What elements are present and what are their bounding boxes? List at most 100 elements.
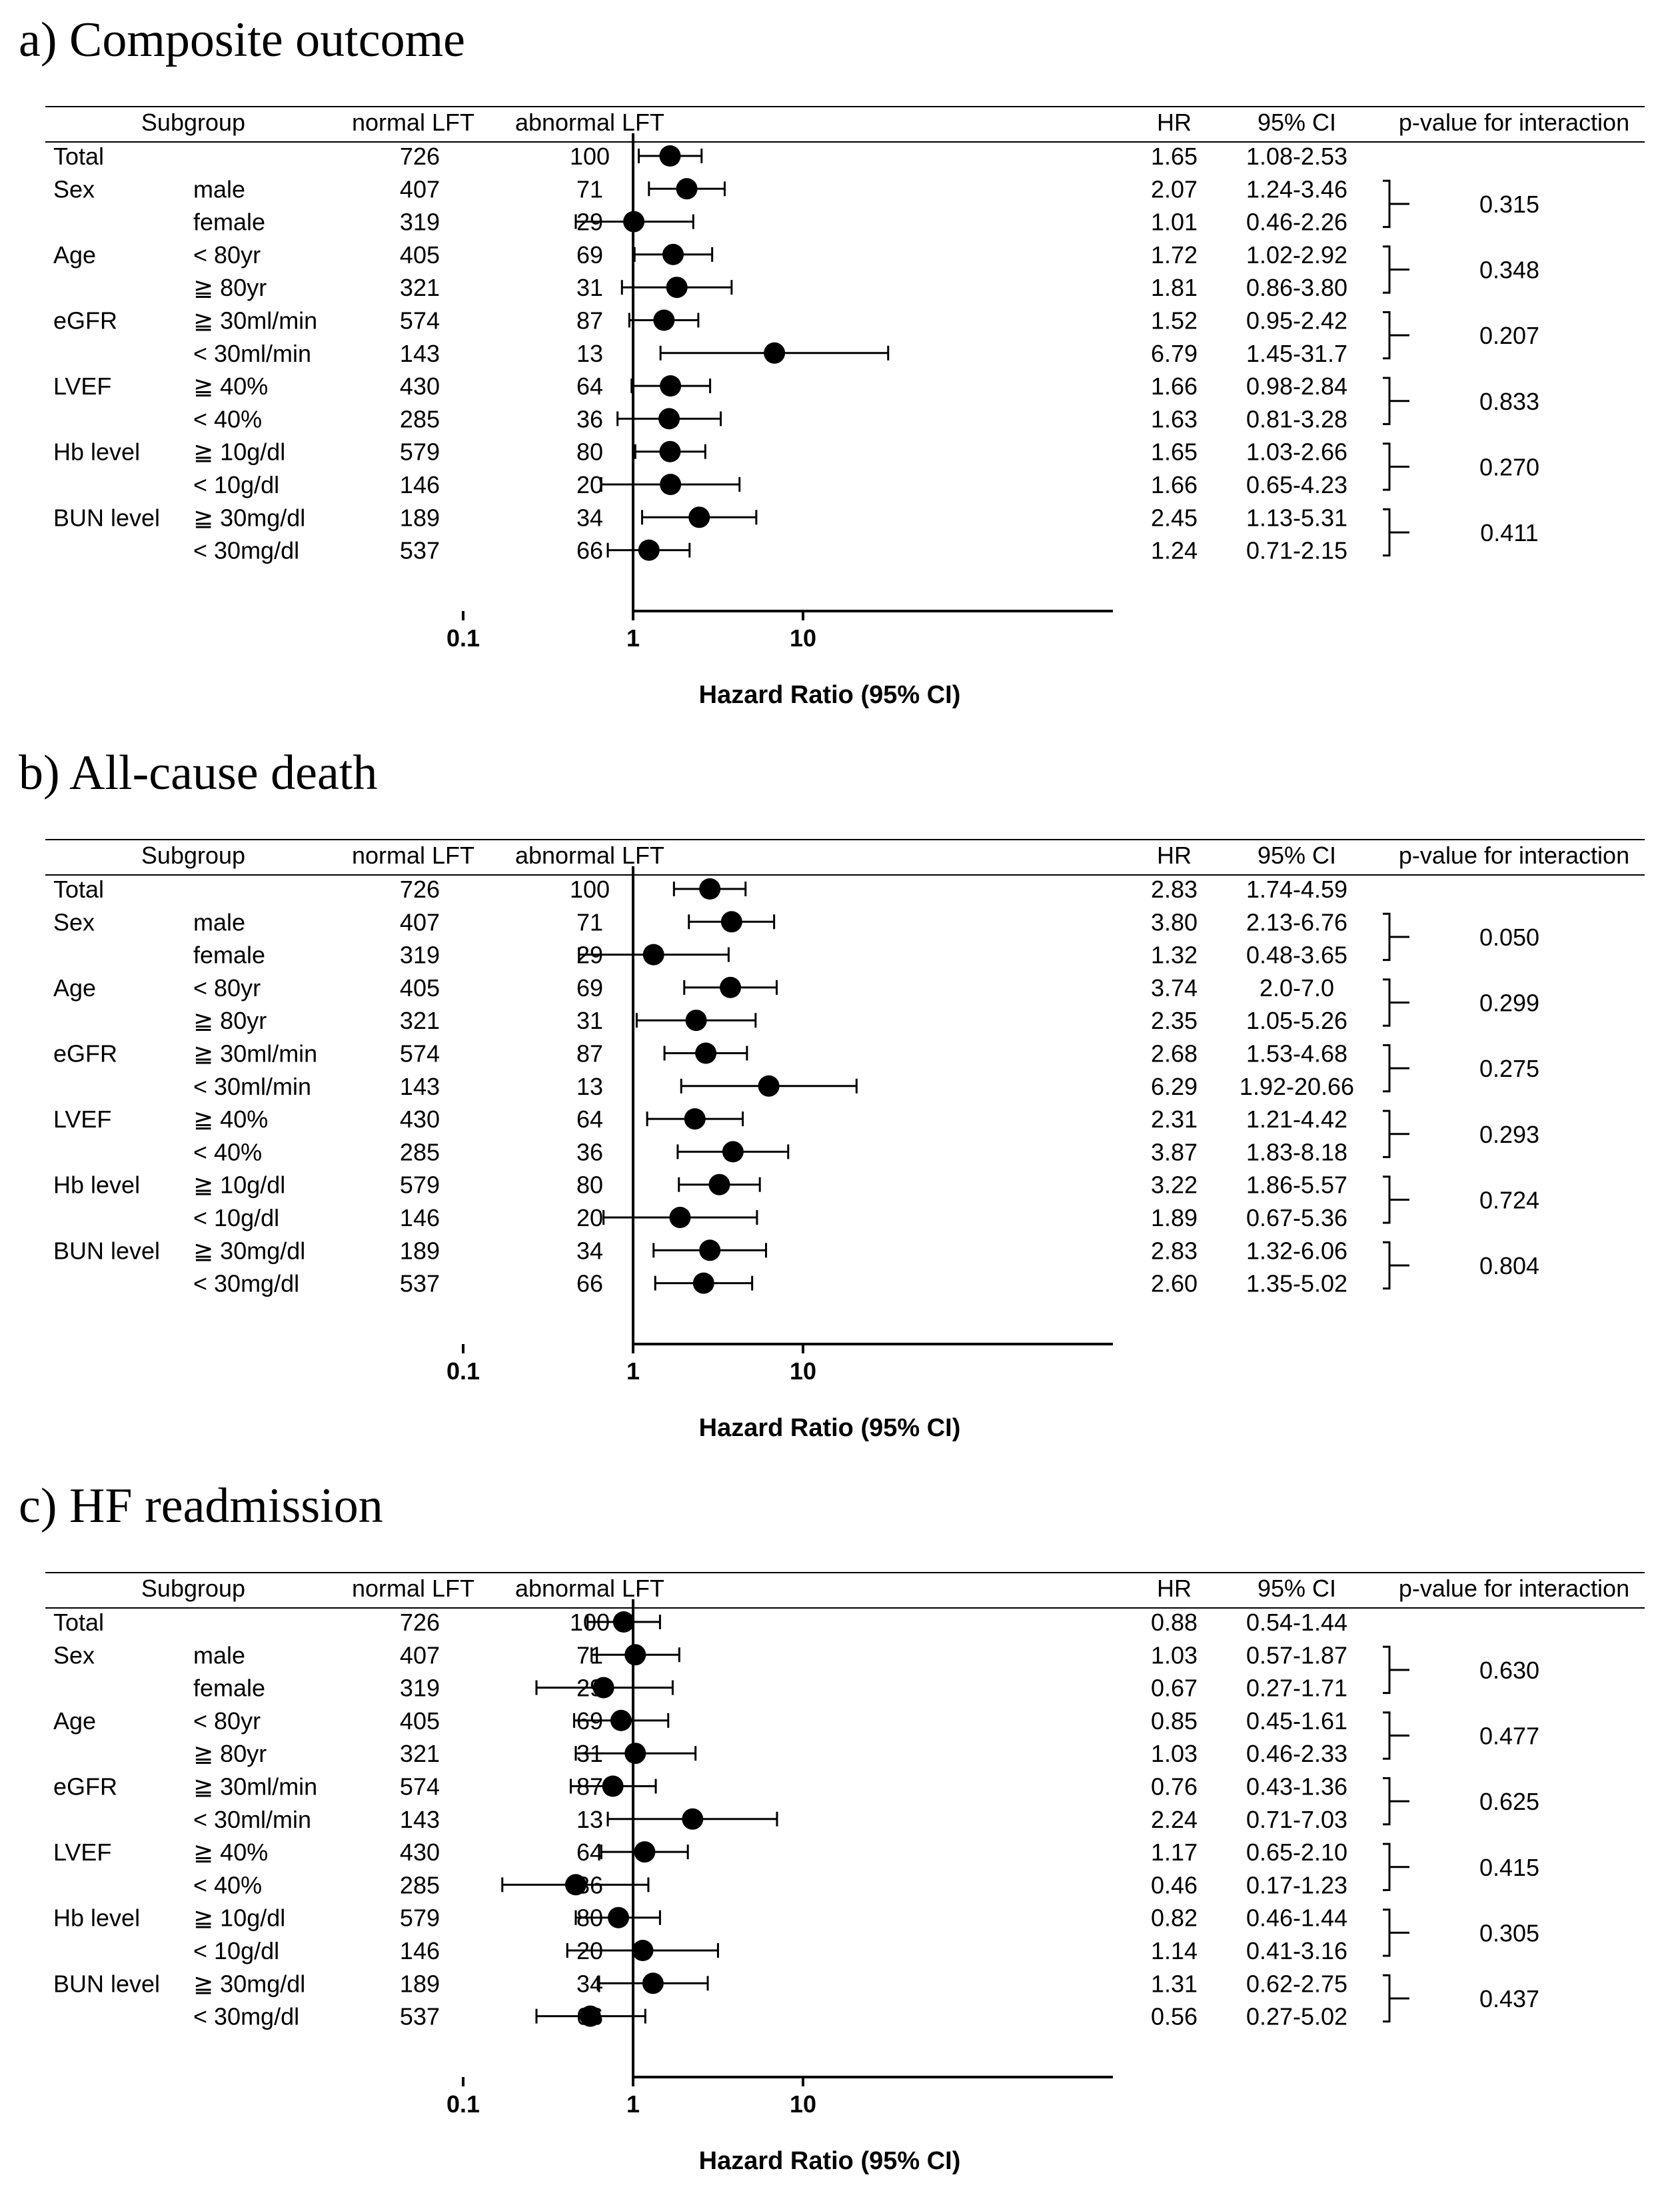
row-hr-value: 1.03: [1151, 1740, 1198, 1767]
hr-point-marker: [720, 911, 742, 933]
row-group-label: eGFR: [53, 1040, 117, 1068]
hr-point-marker: [722, 1141, 744, 1163]
interaction-bracket: [1383, 978, 1409, 1027]
row-abnormal-lft-count: 100: [570, 876, 610, 903]
panel-title: a) Composite outcome: [19, 13, 465, 67]
row-subgroup-label: female: [193, 942, 265, 969]
forest-plot-svg: Subgroup normal LFT abnormal LFT HR 95% CI p-…: [45, 106, 1645, 709]
hr-point-marker: [624, 1644, 646, 1666]
hr-point-marker: [699, 878, 721, 900]
row-subgroup-label: ≧ 10g/dl: [193, 1904, 285, 1932]
row-subgroup-label: ≧ 30ml/min: [193, 307, 317, 335]
row-normal-lft-count: 574: [400, 307, 440, 335]
row-subgroup-label: < 40%: [193, 1871, 262, 1898]
row-group-label: Sex: [53, 908, 95, 936]
row-subgroup-label: < 80yr: [193, 974, 261, 1002]
row-subgroup-label: ≧ 10g/dl: [193, 1171, 285, 1199]
row-group-label: eGFR: [53, 307, 117, 335]
row-subgroup-label: < 80yr: [193, 1707, 261, 1735]
row-hr-value: 6.79: [1151, 340, 1198, 367]
row-ci-value: 0.46-2.33: [1246, 1740, 1347, 1767]
row-group-label: Sex: [53, 1641, 95, 1669]
row-group-label: BUN level: [53, 1970, 160, 1997]
hr-point-marker: [684, 1108, 706, 1130]
row-abnormal-lft-count: 31: [576, 274, 603, 301]
row-ci-value: 0.65-4.23: [1246, 471, 1347, 498]
row-abnormal-lft-count: 13: [576, 340, 603, 367]
interaction-p-value: 0.348: [1479, 257, 1539, 284]
hr-point-marker: [638, 539, 660, 561]
row-group-label: LVEF: [53, 1839, 111, 1866]
column-header-subgroup: Subgroup: [141, 842, 245, 869]
interaction-bracket: [1383, 1842, 1409, 1891]
row-group-label: Age: [53, 1707, 96, 1735]
row-normal-lft-count: 146: [400, 1937, 440, 1964]
row-hr-value: 2.07: [1151, 175, 1198, 203]
x-tick-label: 0.1: [446, 2090, 480, 2118]
row-group-label: Hb level: [53, 438, 140, 466]
row-normal-lft-count: 726: [400, 143, 440, 170]
interaction-bracket: [1383, 508, 1409, 557]
hr-point-marker: [612, 1611, 634, 1633]
hr-point-marker: [695, 1042, 717, 1064]
row-subgroup-label: female: [193, 209, 265, 236]
row-ci-value: 0.86-3.80: [1246, 274, 1347, 301]
x-tick-label: 10: [790, 1357, 816, 1385]
row-abnormal-lft-count: 66: [576, 1270, 603, 1297]
row-ci-value: 0.43-1.36: [1246, 1773, 1347, 1801]
row-ci-value: 2.0-7.0: [1260, 974, 1334, 1002]
row-subgroup-label: < 80yr: [193, 241, 261, 269]
forest-panel-composite-outcome: a) Composite outcome Subgroup normal LFT a…: [0, 0, 1680, 733]
interaction-p-value: 0.275: [1479, 1055, 1539, 1082]
row-subgroup-label: ≧ 40%: [193, 1106, 268, 1133]
row-hr-value: 0.88: [1151, 1609, 1198, 1636]
hr-point-marker: [669, 1207, 691, 1228]
row-group-label: BUN level: [53, 1237, 160, 1264]
hr-point-marker: [688, 506, 710, 528]
row-ci-value: 0.54-1.44: [1246, 1609, 1347, 1636]
x-tick-label: 1: [626, 1357, 640, 1385]
row-subgroup-label: < 30ml/min: [193, 340, 311, 367]
hr-point-marker: [632, 1940, 654, 1961]
row-abnormal-lft-count: 69: [576, 974, 603, 1002]
row-hr-value: 1.81: [1151, 274, 1198, 301]
hr-point-marker: [662, 243, 684, 265]
row-abnormal-lft-count: 36: [576, 1138, 603, 1165]
column-header-abnormal-lft: abnormal LFT: [515, 109, 664, 136]
row-hr-value: 2.83: [1151, 876, 1198, 903]
row-ci-value: 0.46-1.44: [1246, 1904, 1347, 1932]
hr-point-marker: [764, 342, 786, 364]
row-subgroup-label: < 30ml/min: [193, 1806, 311, 1833]
row-normal-lft-count: 537: [400, 2003, 440, 2030]
row-hr-value: 1.89: [1151, 1204, 1198, 1231]
row-subgroup-label: ≧ 10g/dl: [193, 438, 285, 466]
panel-title: c) HF readmission: [19, 1479, 383, 1533]
interaction-bracket: [1383, 912, 1409, 962]
interaction-bracket: [1383, 1109, 1409, 1158]
row-normal-lft-count: 146: [400, 1204, 440, 1231]
row-ci-value: 1.24-3.46: [1246, 175, 1347, 203]
column-header-95ci: 95% CI: [1258, 109, 1336, 136]
row-normal-lft-count: 285: [400, 1138, 440, 1165]
interaction-p-value: 0.804: [1479, 1252, 1539, 1279]
row-normal-lft-count: 430: [400, 372, 440, 400]
interaction-bracket: [1383, 1044, 1409, 1093]
hr-point-marker: [658, 408, 680, 430]
row-hr-value: 0.56: [1151, 2003, 1198, 2030]
row-subgroup-label: ≧ 30mg/dl: [193, 1970, 305, 1997]
row-ci-value: 1.74-4.59: [1246, 876, 1347, 903]
interaction-p-value: 0.305: [1479, 1919, 1539, 1946]
row-abnormal-lft-count: 34: [576, 504, 603, 531]
row-normal-lft-count: 430: [400, 1839, 440, 1866]
hr-point-marker: [699, 1239, 721, 1261]
row-ci-value: 1.53-4.68: [1246, 1040, 1347, 1068]
forest-panel-hf-readmission: c) HF readmission Subgroup normal LFT abno…: [0, 1466, 1680, 2199]
row-abnormal-lft-count: 64: [576, 1106, 603, 1133]
row-normal-lft-count: 405: [400, 241, 440, 269]
row-subgroup-label: ≧ 30mg/dl: [193, 1237, 305, 1264]
column-header-95ci: 95% CI: [1258, 1575, 1336, 1602]
hr-point-marker: [708, 1173, 730, 1195]
interaction-p-value: 0.724: [1479, 1186, 1539, 1213]
interaction-bracket: [1383, 1908, 1409, 1957]
row-normal-lft-count: 574: [400, 1040, 440, 1068]
